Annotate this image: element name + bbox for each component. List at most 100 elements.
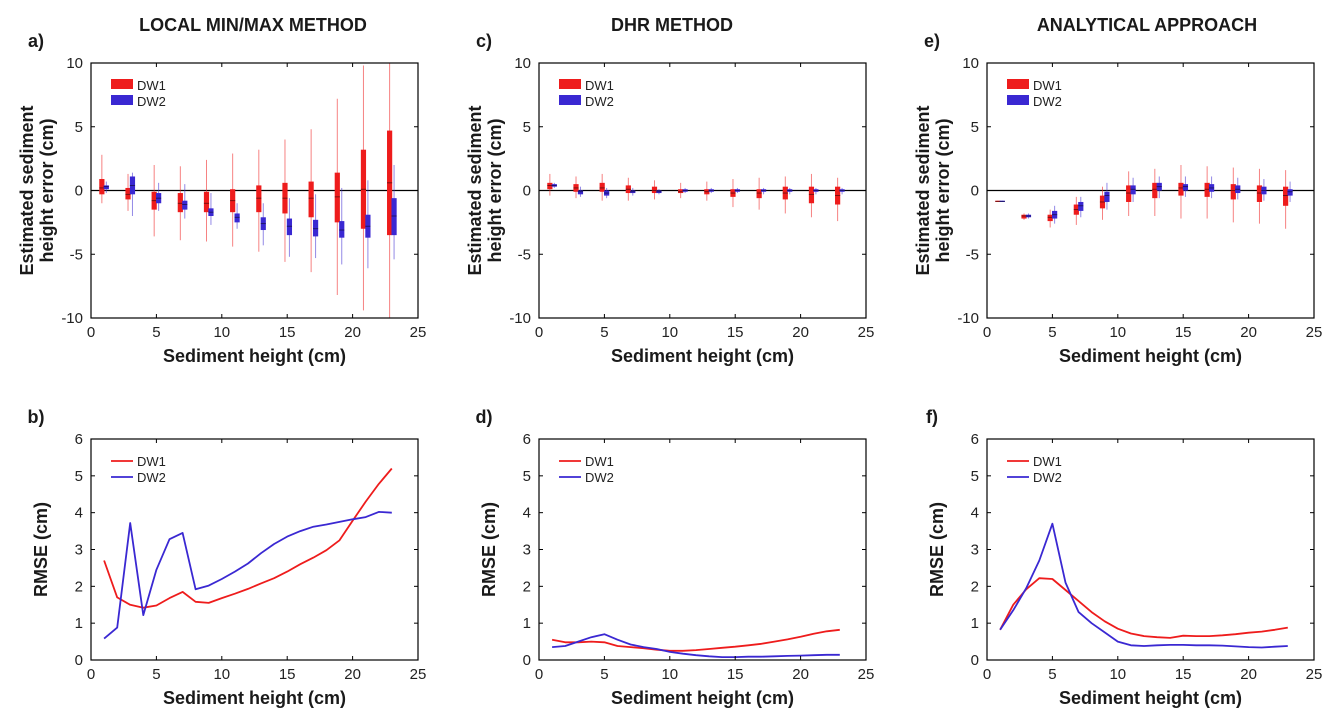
x-tick-label: 25 xyxy=(410,324,427,341)
box-dw1 xyxy=(203,191,210,213)
x-tick-label: 5 xyxy=(600,324,608,341)
x-tick-label: 10 xyxy=(661,324,678,341)
box-dw1 xyxy=(1204,182,1210,197)
panel-letter: c) xyxy=(476,31,492,51)
panel-d: 0 5 10 15 20 25 0 1 2 3 4 5 6 Sediment height (cm) RMS… xyxy=(476,407,875,708)
legend-label-dw2: DW2 xyxy=(137,94,166,109)
y-tick-label: 2 xyxy=(75,578,83,595)
panel-b: 0 5 10 15 20 25 0 1 2 3 4 5 6 Sediment height (cm) RMS… xyxy=(28,407,427,708)
y-tick-label: 1 xyxy=(523,615,531,632)
box-dw1 xyxy=(756,189,762,199)
x-tick-label: 20 xyxy=(792,324,809,341)
x-tick-label: 0 xyxy=(535,666,543,683)
x-tick-label: 15 xyxy=(279,666,296,683)
line-dw2 xyxy=(103,510,392,640)
plot-area xyxy=(539,173,866,222)
legend-label-dw2: DW2 xyxy=(585,470,614,485)
box-dw2 xyxy=(234,213,240,223)
box-dw2 xyxy=(1287,189,1293,196)
x-tick-label: 10 xyxy=(1109,324,1126,341)
y-tick-label: 4 xyxy=(75,505,83,522)
box-dw1 xyxy=(1283,186,1289,206)
x-tick-label: 25 xyxy=(1306,324,1322,341)
legend-swatch-dw1 xyxy=(111,79,133,89)
y-axis-title: RMSE (cm) xyxy=(479,502,499,597)
y-tick-label: 1 xyxy=(75,615,83,632)
line-dw1 xyxy=(103,467,393,609)
x-axis-title: Sediment height (cm) xyxy=(163,688,346,708)
box-dw1 xyxy=(177,193,183,213)
x-tick-label: 20 xyxy=(792,666,809,683)
legend-label-dw2: DW2 xyxy=(137,470,166,485)
y-tick-label: -5 xyxy=(70,246,83,263)
y-tick-label: -10 xyxy=(509,310,531,327)
box-dw1 xyxy=(1152,182,1158,199)
legend-label-dw1: DW1 xyxy=(137,454,166,469)
x-tick-label: 5 xyxy=(152,324,160,341)
legend-swatch-dw2 xyxy=(559,95,581,105)
box-dw2 xyxy=(312,219,319,237)
y-tick-label: 0 xyxy=(971,183,979,200)
panel-letter: a) xyxy=(28,31,44,51)
x-axis-title: Sediment height (cm) xyxy=(1059,346,1242,366)
column-title-local: LOCAL MIN/MAX METHOD xyxy=(139,15,367,35)
x-tick-label: 15 xyxy=(727,666,744,683)
y-axis-title-line1: Estimated sediment xyxy=(465,105,485,275)
y-tick-label: 5 xyxy=(523,468,531,485)
box-dw1 xyxy=(99,179,105,195)
box-dw1 xyxy=(547,182,553,190)
plot-area xyxy=(551,628,840,658)
x-tick-label: 25 xyxy=(1306,666,1322,683)
y-tick-label: 1 xyxy=(971,615,979,632)
x-tick-label: 15 xyxy=(1175,324,1192,341)
panel-c: 0 5 10 15 20 25 -10 -5 0 5 10 Sediment height (cm) E… xyxy=(465,31,874,366)
x-tick-label: 25 xyxy=(858,324,875,341)
line-dw2 xyxy=(552,633,840,658)
x-tick-label: 10 xyxy=(1109,666,1126,683)
legend-swatch-dw1 xyxy=(559,79,581,89)
line-dw1 xyxy=(551,628,840,652)
y-tick-label: 10 xyxy=(962,55,979,72)
panel-a: 0 5 10 15 20 25 -10 -5 0 5 10 Sediment height (cm) E… xyxy=(17,31,426,366)
y-axis-title-line2: height error (cm) xyxy=(485,118,505,262)
x-tick-label: 5 xyxy=(600,666,608,683)
legend-label-dw2: DW2 xyxy=(585,94,614,109)
y-tick-label: 10 xyxy=(66,55,83,72)
y-tick-label: 0 xyxy=(75,652,83,669)
y-axis-title: RMSE (cm) xyxy=(31,502,51,597)
box-dw1 xyxy=(678,189,684,194)
x-tick-label: 25 xyxy=(410,666,427,683)
x-tick-label: 20 xyxy=(1240,324,1257,341)
y-tick-label: 0 xyxy=(523,183,531,200)
y-tick-label: 10 xyxy=(514,55,531,72)
box-dw2 xyxy=(1182,184,1189,191)
panel-f: 0 5 10 15 20 25 0 1 2 3 4 5 6 Sediment height (cm) RMS… xyxy=(926,407,1322,708)
x-tick-label: 0 xyxy=(87,324,95,341)
y-tick-label: 5 xyxy=(75,119,83,136)
y-axis-title-line1: Estimated sediment xyxy=(913,105,933,275)
box-dw2 xyxy=(339,221,345,238)
y-tick-label: 6 xyxy=(523,431,531,448)
plot-area xyxy=(999,522,1288,649)
y-axis-title-line2: height error (cm) xyxy=(933,118,953,262)
box-dw2 xyxy=(1130,185,1136,195)
y-tick-label: 3 xyxy=(75,542,83,559)
y-tick-label: 4 xyxy=(971,505,979,522)
y-tick-label: 5 xyxy=(523,119,531,136)
box-dw1 xyxy=(1230,184,1236,200)
box-dw2 xyxy=(577,190,584,195)
x-tick-label: 20 xyxy=(344,324,361,341)
line-dw2 xyxy=(999,522,1288,649)
legend-swatch-dw1 xyxy=(1007,79,1029,89)
box-dw1 xyxy=(599,182,605,192)
x-tick-label: 10 xyxy=(213,324,230,341)
box-dw1 xyxy=(1126,185,1132,202)
x-axis-title: Sediment height (cm) xyxy=(163,346,346,366)
x-tick-label: 25 xyxy=(858,666,875,683)
x-tick-label: 10 xyxy=(661,666,678,683)
legend-label-dw1: DW1 xyxy=(137,78,166,93)
box-dw1 xyxy=(808,186,815,204)
y-tick-label: 6 xyxy=(75,431,83,448)
box-dw1 xyxy=(256,185,262,213)
